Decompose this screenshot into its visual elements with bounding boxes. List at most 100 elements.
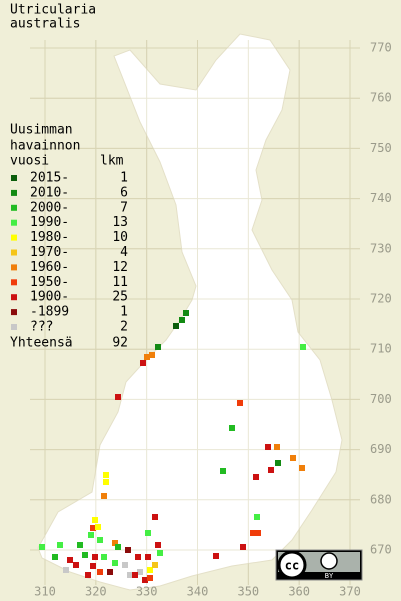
observation-square bbox=[183, 310, 189, 316]
observation-square bbox=[149, 352, 155, 358]
by-icon bbox=[320, 552, 338, 570]
cc-logo bbox=[277, 550, 307, 580]
observation-square bbox=[290, 455, 296, 461]
observation-square bbox=[88, 532, 94, 538]
legend-label: 2015- bbox=[30, 171, 69, 186]
observation-square bbox=[52, 554, 58, 560]
y-tick-label: 670 bbox=[370, 543, 392, 557]
observation-square bbox=[145, 530, 151, 536]
legend-heading: havainnon bbox=[10, 139, 80, 154]
legend-label: 1950- bbox=[30, 275, 69, 290]
x-tick-label: 330 bbox=[136, 585, 158, 599]
legend-swatch bbox=[11, 309, 17, 316]
observation-square bbox=[254, 514, 260, 520]
observation-square bbox=[152, 562, 158, 568]
legend-count: 1 bbox=[120, 305, 128, 320]
observation-square bbox=[115, 394, 121, 400]
observation-square bbox=[275, 460, 281, 466]
legend-swatch bbox=[11, 264, 17, 271]
observation-square bbox=[73, 562, 79, 568]
y-tick-label: 730 bbox=[370, 241, 392, 255]
observation-square bbox=[85, 572, 91, 578]
observation-square bbox=[92, 517, 98, 523]
observation-square bbox=[155, 542, 161, 548]
legend-swatch bbox=[11, 324, 17, 330]
observation-square bbox=[152, 514, 158, 520]
y-tick-label: 690 bbox=[370, 442, 392, 456]
observation-square bbox=[97, 569, 103, 575]
observation-square bbox=[274, 444, 280, 450]
x-tick-label: 370 bbox=[339, 585, 361, 599]
observation-square bbox=[220, 468, 226, 474]
legend-label: 2000- bbox=[30, 200, 69, 215]
observation-square bbox=[101, 554, 107, 560]
legend-total: 92 bbox=[112, 336, 128, 351]
observation-square bbox=[145, 554, 151, 560]
x-tick-label: 360 bbox=[288, 585, 310, 599]
y-tick-label: 720 bbox=[370, 292, 392, 306]
observation-square bbox=[229, 425, 235, 431]
legend-count: 2 bbox=[120, 320, 128, 335]
observation-square bbox=[90, 563, 96, 569]
observation-square bbox=[92, 554, 98, 560]
y-tick-label: 770 bbox=[370, 41, 392, 55]
observation-square bbox=[135, 554, 141, 560]
observation-square bbox=[237, 400, 243, 406]
observation-square bbox=[268, 467, 274, 473]
observation-square bbox=[127, 572, 133, 578]
observation-square bbox=[144, 354, 150, 360]
legend-count: 10 bbox=[112, 230, 128, 245]
legend-label: 1900- bbox=[30, 290, 69, 305]
legend-swatch bbox=[11, 279, 17, 286]
legend-label: 1960- bbox=[30, 260, 69, 275]
legend-heading: vuosi bbox=[10, 154, 49, 169]
legend-swatch bbox=[11, 234, 17, 241]
title-line: australis bbox=[10, 17, 80, 32]
legend-label: 1980- bbox=[30, 230, 69, 245]
legend-count: 25 bbox=[112, 290, 128, 305]
observation-square bbox=[142, 577, 148, 583]
observation-square bbox=[39, 544, 45, 550]
y-tick-label: 680 bbox=[370, 492, 392, 506]
observation-square bbox=[95, 524, 101, 530]
observation-square bbox=[147, 567, 153, 573]
observation-square bbox=[179, 317, 185, 323]
legend-swatch bbox=[11, 175, 17, 181]
observation-square bbox=[137, 569, 143, 575]
x-tick-label: 340 bbox=[187, 585, 209, 599]
legend-swatch bbox=[11, 189, 17, 196]
legend-label: 2010- bbox=[30, 185, 69, 200]
observation-square bbox=[157, 550, 163, 556]
legend-label: 1990- bbox=[30, 215, 69, 230]
y-tick-label: 750 bbox=[370, 141, 392, 155]
legend-count: 11 bbox=[112, 275, 128, 290]
by-text: BY bbox=[325, 572, 334, 580]
legend-count: 12 bbox=[112, 260, 128, 275]
legend-label: ??? bbox=[30, 320, 53, 335]
legend-count-heading: lkm bbox=[100, 154, 124, 169]
legend-swatch bbox=[11, 294, 17, 301]
legend-label: 1970- bbox=[30, 245, 69, 260]
observation-square bbox=[140, 360, 146, 366]
observation-square bbox=[173, 323, 179, 329]
title-line: Utricularia bbox=[10, 3, 96, 18]
observation-square bbox=[90, 525, 96, 531]
legend-count: 7 bbox=[120, 200, 128, 215]
cc-text: cc bbox=[285, 559, 299, 573]
legend-count: 6 bbox=[120, 185, 128, 200]
observation-square bbox=[255, 530, 261, 536]
legend-count: 13 bbox=[112, 215, 128, 230]
legend-swatch bbox=[11, 219, 17, 226]
legend-total-label: Yhteensä bbox=[10, 336, 73, 351]
observation-square bbox=[107, 569, 113, 575]
observation-square bbox=[213, 553, 219, 559]
x-tick-label: 350 bbox=[237, 585, 259, 599]
observation-square bbox=[115, 544, 121, 550]
x-tick-label: 310 bbox=[34, 585, 56, 599]
observation-square bbox=[265, 444, 271, 450]
observation-square bbox=[300, 344, 306, 350]
legend-count: 1 bbox=[120, 171, 128, 186]
legend-count: 4 bbox=[120, 245, 128, 260]
observation-square bbox=[82, 552, 88, 558]
finland-outline bbox=[37, 33, 343, 591]
